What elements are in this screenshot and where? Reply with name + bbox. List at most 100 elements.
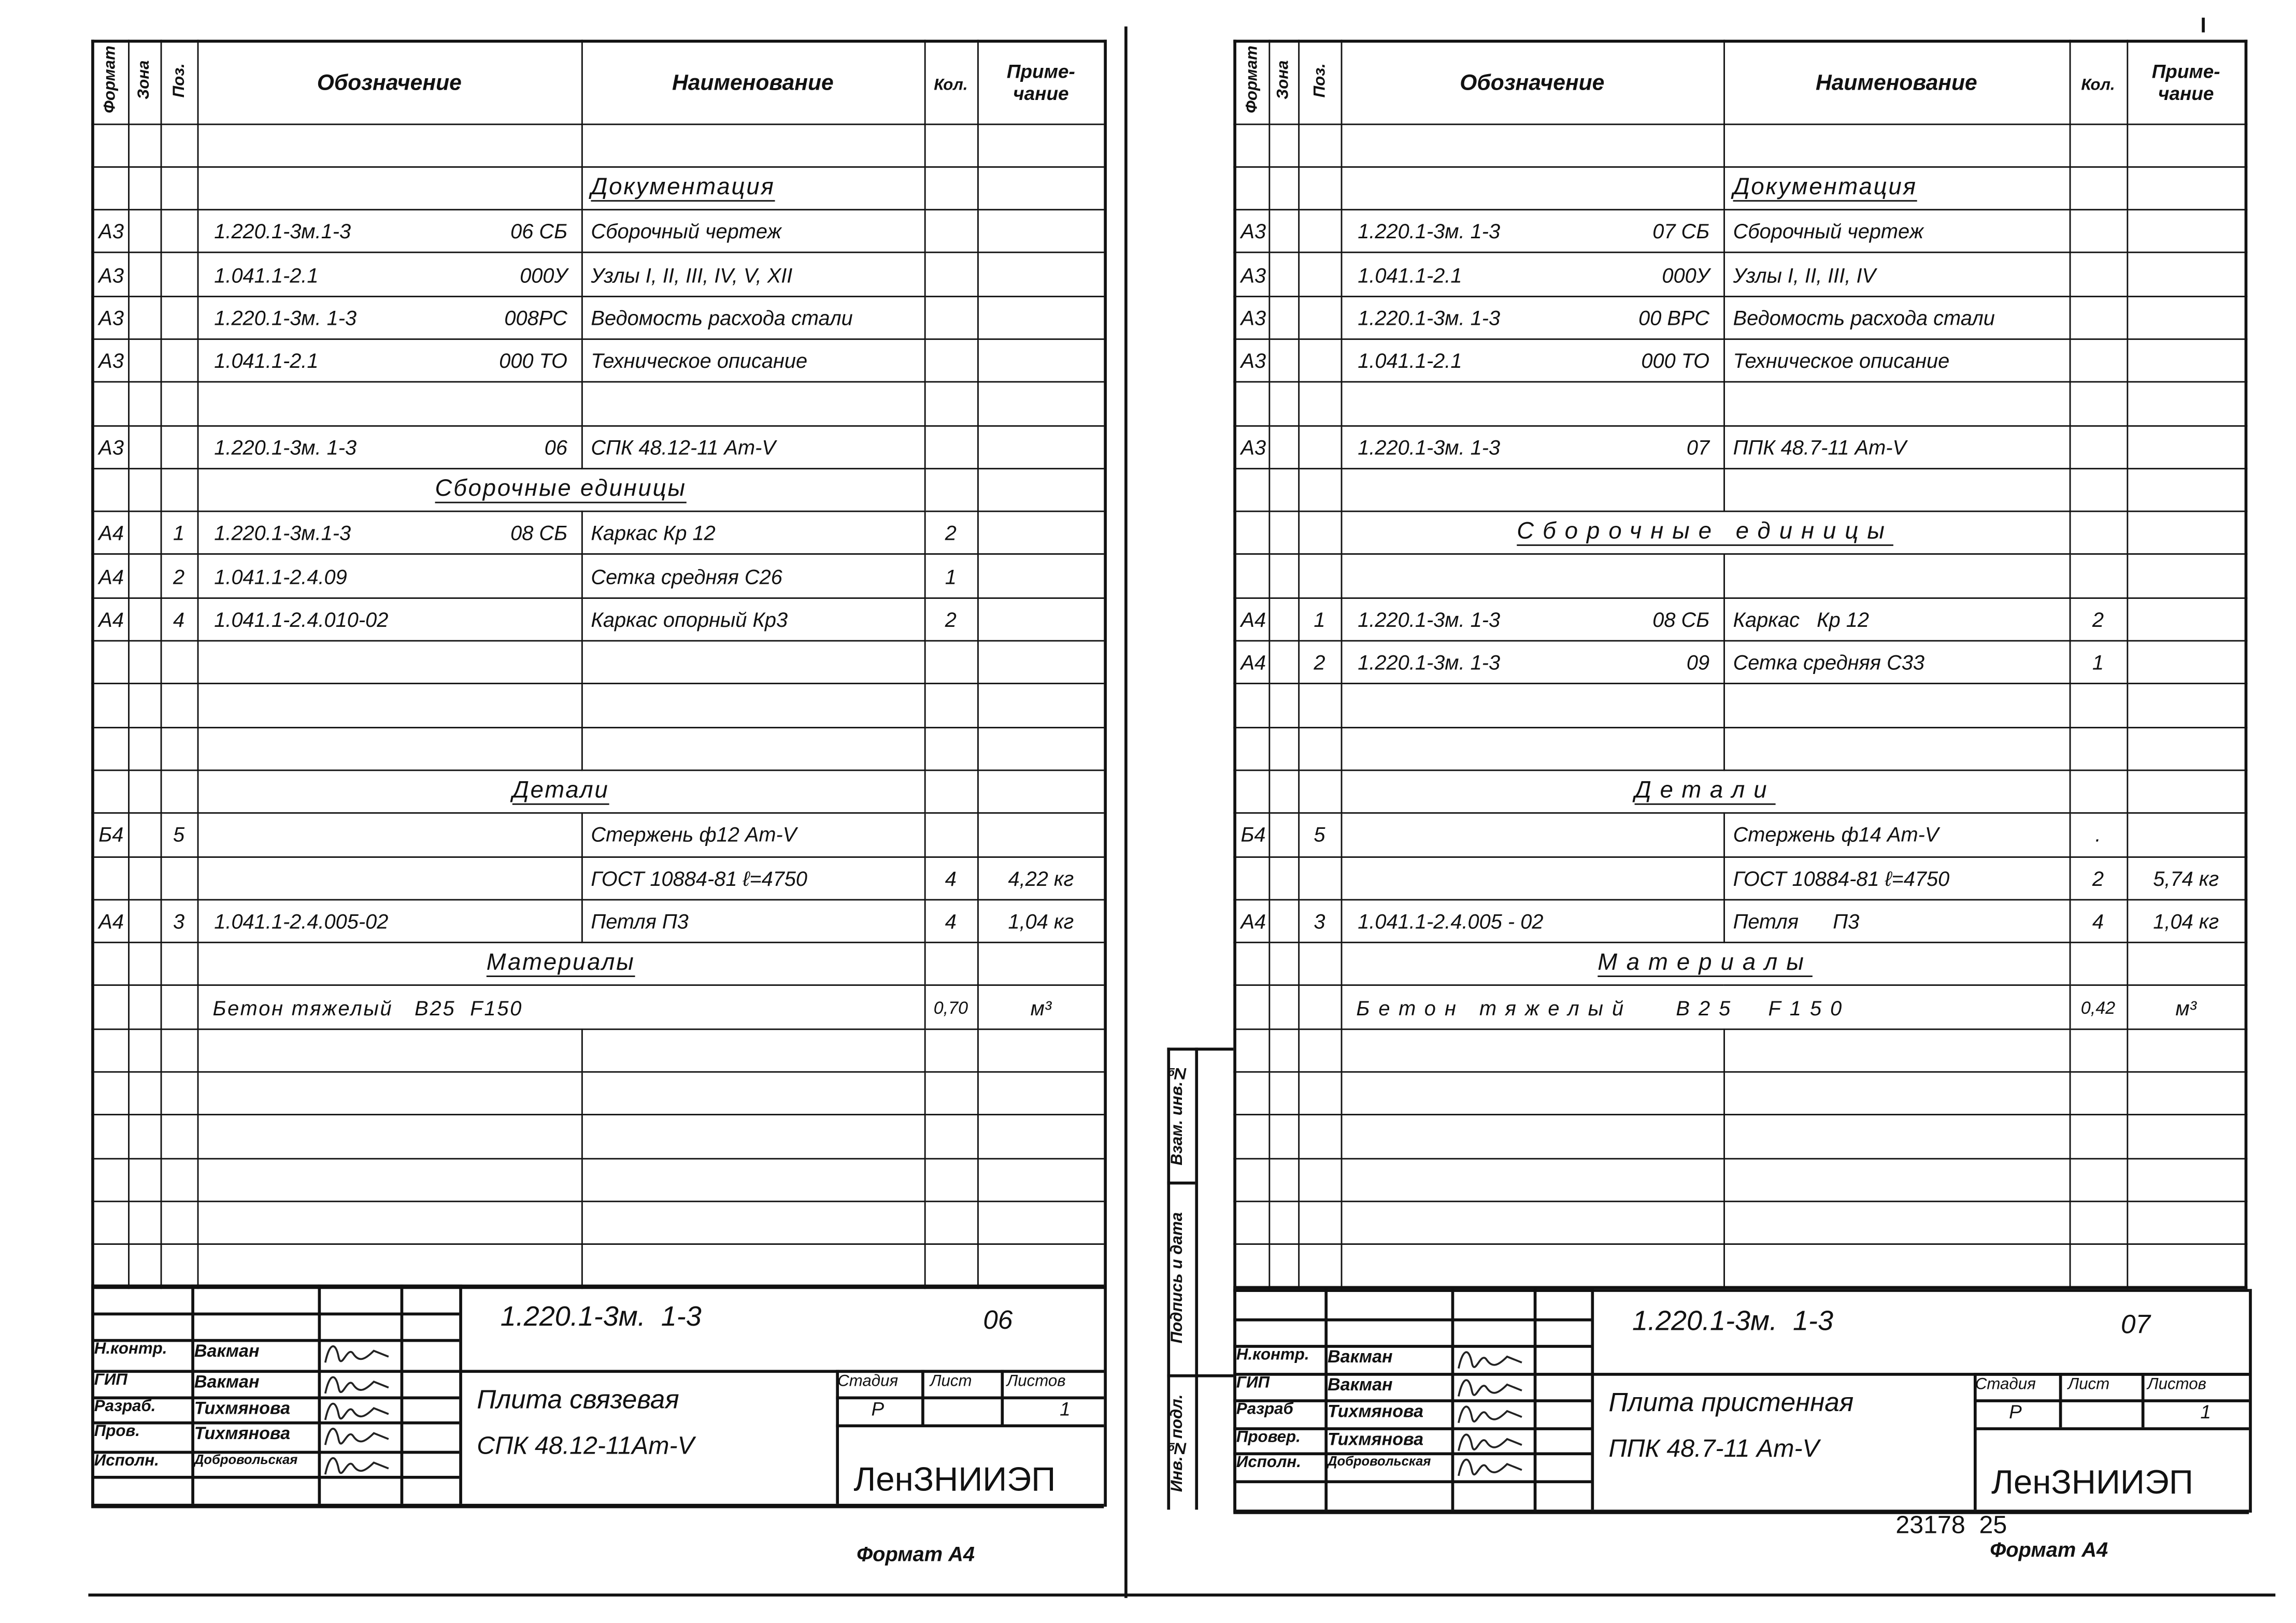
signature [1458, 1351, 1522, 1369]
empty-cell [1234, 166, 1270, 211]
empty-cell [127, 726, 162, 771]
name-cell: Техническое описание [1722, 338, 2071, 383]
empty-cell [1722, 1200, 2071, 1245]
rule-line [1233, 1510, 2249, 1514]
empty-cell [1340, 1157, 1724, 1202]
empty-cell [2069, 769, 2128, 814]
table-row: Б4 5 Стержень ф14 Ат-V. [1234, 812, 2247, 857]
column-header-label: Наименование [1815, 70, 1977, 95]
position-cell: 3 [160, 899, 198, 944]
empty-cell [1297, 1114, 1342, 1159]
column-header-designation: Обозначение [1340, 40, 1724, 125]
empty-cell [1340, 467, 1724, 512]
empty-cell [2069, 511, 2128, 556]
quantity-cell [923, 812, 978, 857]
empty-cell [1268, 1200, 1299, 1245]
empty-cell [2069, 726, 2128, 771]
designation: 1.220.1-3м. 1-3 08 СБ [1346, 608, 1719, 631]
rule-line [1973, 1373, 2249, 1375]
stage-label: Стадия [1975, 1375, 2036, 1394]
name-cell: Каркас Кр 12 [580, 511, 925, 556]
empty-cell [1722, 1071, 2071, 1116]
designation-number: 1.220.1-3м. 1-3 [1358, 219, 1501, 243]
designation: 1.220.1-3м. 1-3 07 [1346, 435, 1719, 458]
empty-cell [196, 166, 582, 211]
note-cell [2126, 209, 2247, 254]
table-row: А3 1.041.1-2.1 000У Узлы I, II, III, IV, V,… [92, 252, 1106, 297]
designation-number: 1.220.1-3м. 1-3 [214, 435, 357, 459]
signature [324, 1402, 389, 1420]
empty-cell [1234, 1200, 1270, 1245]
signature [324, 1345, 389, 1363]
designation-number: 1.041.1-2.1 [1358, 263, 1462, 286]
quantity-cell: 2 [923, 597, 978, 642]
empty-cell [127, 467, 162, 512]
table-row: Детали [92, 769, 1106, 814]
empty-cell [160, 1071, 198, 1116]
empty-cell [1340, 1114, 1724, 1159]
empty-cell [2069, 1071, 2128, 1116]
name-cell: Петля П3 [1722, 899, 2071, 944]
table-row [92, 1028, 1106, 1073]
stamp-number: 23178 25 [1895, 1511, 2007, 1540]
empty-cell [1234, 985, 1270, 1030]
empty-cell [1722, 683, 2071, 728]
section-heading: Документация [580, 166, 925, 211]
rule-line [1233, 1289, 1591, 1291]
designation-code: 06 СБ [510, 219, 567, 243]
zone-cell [127, 899, 162, 944]
empty-cell [92, 985, 129, 1030]
quantity-cell [2069, 424, 2128, 469]
empty-cell [976, 769, 1106, 814]
empty-cell [1268, 1071, 1299, 1116]
note-cell [2126, 812, 2247, 857]
rule-line [91, 1284, 1104, 1288]
rule-line [91, 1450, 460, 1453]
empty-cell [196, 640, 582, 685]
empty-cell [196, 1200, 582, 1245]
empty-cell [2069, 942, 2128, 987]
designation-number: 1.220.1-3м. 1-3 [1358, 607, 1501, 631]
rule-line [1233, 1373, 1591, 1375]
empty-cell [160, 467, 198, 512]
empty-cell [1297, 1157, 1342, 1202]
empty-cell [196, 1157, 582, 1202]
column-header-label: Обозначение [317, 70, 462, 95]
table-row [1234, 1243, 2247, 1288]
column-header-note: Приме- чание [976, 40, 1106, 125]
rule-line [91, 1503, 460, 1506]
designation-cell: 1.220.1-3м.1-3 06 СБ [196, 209, 582, 254]
note-cell: 1,04 кг [976, 899, 1106, 944]
empty-cell [1234, 726, 1270, 771]
format-cell: А4 [92, 597, 129, 642]
empty-cell [1234, 511, 1270, 556]
format-cell: Б4 [1234, 812, 1270, 857]
column-header-label: Приме- чание [2151, 60, 2220, 104]
note-cell [976, 597, 1106, 642]
rule-line [91, 1284, 460, 1287]
empty-cell [127, 942, 162, 987]
table-row [92, 1200, 1106, 1245]
empty-cell [160, 381, 198, 426]
zone-cell [1268, 424, 1299, 469]
column-header-note: Приме- чание [2126, 40, 2247, 125]
note-cell: 4,22 кг [976, 855, 1106, 900]
empty-cell [1268, 1114, 1299, 1159]
designation-cell: 1.041.1-2.1 000 ТО [196, 338, 582, 383]
empty-cell [160, 1157, 198, 1202]
unit-cell: м³ [2126, 985, 2247, 1030]
position-cell [160, 295, 198, 340]
designation-cell: 1.220.1-3м. 1-3 07 [1340, 424, 1724, 469]
quantity-cell: 2 [2069, 597, 2128, 642]
empty-cell [1297, 554, 1342, 599]
designation-code: 00 ВРС [1638, 306, 1710, 329]
rule-line [1001, 1370, 1003, 1425]
table-row [92, 683, 1106, 728]
signature [324, 1428, 389, 1445]
empty-cell [1268, 467, 1299, 512]
empty-cell [92, 123, 129, 168]
empty-cell [923, 1200, 978, 1245]
format-label-left: Формат А4 [857, 1542, 975, 1566]
empty-cell [923, 1114, 978, 1159]
section-heading: Материалы [197, 942, 924, 987]
